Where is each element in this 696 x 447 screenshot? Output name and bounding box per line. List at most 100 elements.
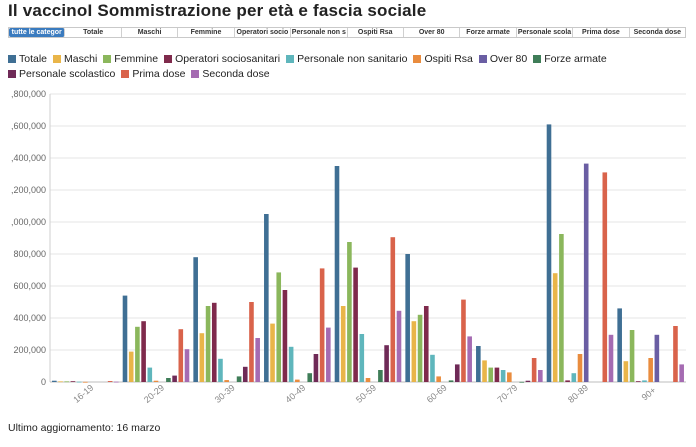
y-tick-label: 200,000 — [13, 345, 46, 355]
x-tick-label: 16-19 — [71, 382, 95, 404]
legend-swatch — [164, 54, 173, 63]
tab-10[interactable]: Prima dose — [573, 28, 630, 37]
bar — [242, 366, 248, 382]
legend-item[interactable]: Over 80 — [478, 52, 528, 67]
tab-8[interactable]: Forze armate — [460, 28, 517, 37]
legend-item[interactable]: Seconda dose — [191, 67, 270, 82]
bar — [114, 381, 119, 383]
bar — [270, 323, 275, 382]
legend-label: Personale non sanitario — [297, 53, 408, 65]
bar — [378, 370, 383, 382]
bar — [70, 381, 76, 382]
y-tick-label: ,000,000 — [11, 217, 46, 227]
bar — [623, 361, 629, 382]
bar — [679, 364, 684, 382]
bar — [559, 234, 564, 382]
legend-swatch — [103, 54, 112, 63]
y-tick-label: 800,000 — [13, 249, 46, 259]
x-tick-label: 60-69 — [425, 382, 449, 404]
bar — [153, 380, 159, 382]
bar — [430, 354, 435, 382]
bar — [264, 214, 269, 382]
legend-label: Forze armate — [544, 53, 607, 65]
bar-chart: ,800,000 ,600,000 ,400,000 ,200,000 ,000,000… — [11, 89, 686, 405]
legend-item[interactable]: Operatori sociosanitari — [164, 52, 280, 67]
bar — [411, 321, 417, 382]
bar — [365, 378, 371, 382]
bar — [583, 163, 589, 382]
bar — [571, 373, 577, 382]
legend-label: Operatori sociosanitari — [175, 53, 281, 65]
legend-label: Femmine — [114, 53, 159, 65]
x-tick-label: 30-39 — [213, 382, 237, 404]
legend-label: Over 80 — [489, 53, 528, 65]
bar — [488, 367, 494, 382]
bar — [288, 346, 294, 382]
x-tick-label: 70-79 — [495, 382, 519, 404]
bar — [166, 378, 171, 382]
x-tick-label: 50-59 — [354, 382, 378, 404]
legend-swatch — [8, 54, 16, 63]
legend-label: Maschi — [64, 53, 98, 65]
x-tick-label: 20-29 — [142, 382, 166, 404]
tab-4[interactable]: Operatori socio — [235, 28, 292, 37]
tab-11[interactable]: Seconda dose — [633, 29, 682, 36]
tab-6[interactable]: Ospiti Rsa — [348, 28, 404, 37]
bar — [326, 327, 331, 382]
legend-item[interactable]: Personale scolastico — [8, 67, 115, 82]
bar — [199, 333, 205, 382]
tab-0[interactable]: tutte le categor — [9, 28, 66, 37]
bar — [654, 334, 660, 382]
bar — [76, 381, 82, 383]
legend-item[interactable]: Totale — [8, 52, 47, 67]
bar — [224, 380, 229, 382]
bar — [295, 379, 300, 382]
legend-label: Personale scolastico — [19, 68, 116, 80]
tab-5[interactable]: Personale non s — [291, 28, 348, 37]
bar — [128, 351, 134, 382]
y-tick-label: ,600,000 — [11, 121, 46, 131]
bar — [396, 310, 402, 382]
legend-label: Seconda dose — [202, 68, 270, 80]
bar — [184, 349, 190, 382]
x-tick-label: 80-89 — [566, 382, 590, 404]
x-tick-label: 90+ — [640, 385, 658, 402]
y-tick-label: ,400,000 — [11, 153, 46, 163]
bar — [454, 364, 460, 382]
legend-swatch — [413, 54, 422, 63]
bar — [218, 358, 223, 382]
y-tick-label: 0 — [41, 377, 46, 387]
legend-item[interactable]: Forze armate — [533, 52, 607, 67]
tab-1[interactable]: Totale — [65, 28, 122, 37]
bar — [461, 299, 466, 382]
bar — [172, 375, 177, 382]
bar — [52, 380, 57, 382]
bar — [211, 302, 217, 382]
legend-item[interactable]: Prima dose — [121, 67, 185, 82]
bar — [135, 326, 140, 382]
tab-7[interactable]: Over 80 — [404, 28, 461, 37]
bar — [359, 334, 365, 382]
legend-label: Prima dose — [132, 68, 186, 80]
bar — [178, 329, 184, 382]
bar — [525, 380, 531, 382]
bar — [648, 358, 653, 382]
legend-item[interactable]: Personale non sanitario — [286, 52, 407, 67]
tab-9[interactable]: Personale scola — [517, 28, 574, 37]
tab-3[interactable]: Femmine — [178, 28, 235, 37]
legend-item[interactable]: Femmine — [103, 52, 158, 67]
legend-swatch — [533, 54, 542, 63]
legend-item[interactable]: Ospiti Rsa — [413, 52, 473, 67]
bar — [405, 254, 410, 382]
bar — [476, 346, 481, 382]
x-tick-label: 40-49 — [283, 382, 307, 404]
bar — [635, 381, 641, 382]
legend-item[interactable]: Maschi — [53, 52, 97, 67]
bar — [552, 273, 558, 382]
bar — [482, 360, 487, 382]
bar — [83, 381, 88, 383]
legend-swatch — [121, 69, 130, 78]
category-tabs: tutte le categor Totale Maschi Femmine Opera… — [8, 27, 686, 38]
bar — [347, 242, 352, 382]
tab-2[interactable]: Maschi — [122, 28, 179, 37]
